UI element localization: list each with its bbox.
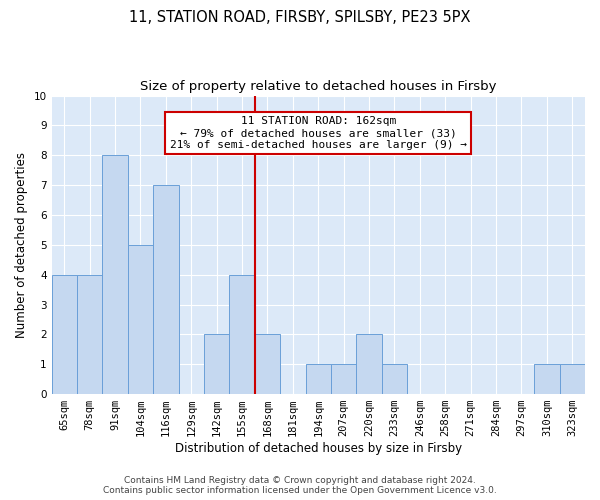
Bar [331, 364, 356, 394]
Y-axis label: Number of detached properties: Number of detached properties [15, 152, 28, 338]
Text: 11 STATION ROAD: 162sqm
← 79% of detached houses are smaller (33)
21% of semi-de: 11 STATION ROAD: 162sqm ← 79% of detache… [170, 116, 467, 150]
Bar [229, 274, 255, 394]
X-axis label: Distribution of detached houses by size in Firsby: Distribution of detached houses by size … [175, 442, 462, 455]
Bar [305, 364, 331, 394]
Bar [103, 156, 128, 394]
Bar [77, 274, 103, 394]
Bar [52, 274, 77, 394]
Bar [204, 334, 229, 394]
Bar [255, 334, 280, 394]
Bar [382, 364, 407, 394]
Bar [560, 364, 585, 394]
Bar [153, 185, 179, 394]
Text: Contains HM Land Registry data © Crown copyright and database right 2024.
Contai: Contains HM Land Registry data © Crown c… [103, 476, 497, 495]
Text: 11, STATION ROAD, FIRSBY, SPILSBY, PE23 5PX: 11, STATION ROAD, FIRSBY, SPILSBY, PE23 … [129, 10, 471, 25]
Bar [534, 364, 560, 394]
Title: Size of property relative to detached houses in Firsby: Size of property relative to detached ho… [140, 80, 497, 93]
Bar [356, 334, 382, 394]
Bar [128, 245, 153, 394]
